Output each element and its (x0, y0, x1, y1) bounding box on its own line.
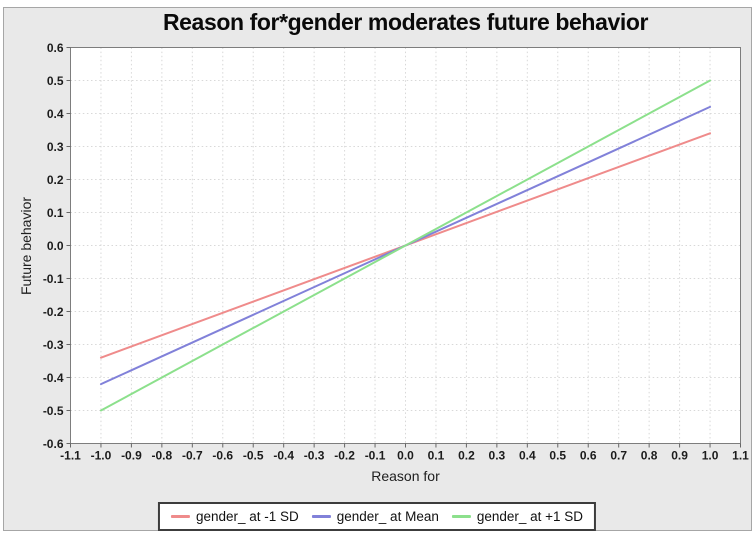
legend-label: gender_ at -1 SD (195, 509, 299, 524)
legend-item: gender_ at Mean (311, 509, 439, 524)
y-tick-label: 0.3 (47, 140, 64, 154)
y-tick-label: 0.1 (47, 206, 64, 220)
y-tick-label: -0.3 (43, 338, 64, 352)
x-tick-label: 0.9 (671, 449, 688, 463)
legend-item: gender_ at +1 SD (451, 509, 584, 524)
legend: gender_ at -1 SD gender_ at Mean gender_ a… (157, 502, 597, 531)
legend-line-swatch (311, 515, 331, 518)
y-axis-title: Future behavior (18, 196, 34, 296)
chart-title: Reason for*gender moderates future behav… (162, 9, 649, 35)
x-tick-label: -0.8 (152, 449, 173, 463)
y-tick-label: -0.2 (43, 305, 64, 319)
x-tick-label: -0.5 (243, 449, 264, 463)
x-tick-label: 1.0 (702, 449, 719, 463)
x-tick-label: -0.1 (365, 449, 386, 463)
x-tick-label: 0.8 (641, 449, 658, 463)
y-tick-label: -0.4 (43, 371, 64, 385)
y-tick-label: 0.2 (47, 173, 64, 187)
x-tick-label: -1.1 (60, 449, 81, 463)
x-tick-label: -0.3 (304, 449, 325, 463)
y-tick-label: 0.4 (47, 107, 64, 121)
y-tick-label: 0.5 (47, 74, 64, 88)
x-tick-label: 0.3 (489, 449, 506, 463)
x-tick-label: 0.1 (428, 449, 445, 463)
x-tick-label: -0.9 (121, 449, 142, 463)
x-tick-label: -0.2 (334, 449, 355, 463)
y-tick-label: -0.6 (43, 437, 64, 451)
legend-line-swatch (170, 515, 190, 518)
legend-label: gender_ at +1 SD (476, 509, 584, 524)
x-tick-label: -0.4 (273, 449, 294, 463)
x-tick-label: 0.7 (610, 449, 627, 463)
legend-item: gender_ at -1 SD (170, 509, 299, 524)
x-tick-label: 0.6 (580, 449, 597, 463)
y-tick-label: -0.1 (43, 272, 64, 286)
x-tick-label: 1.1 (732, 449, 749, 463)
y-tick-label: 0.6 (47, 41, 64, 55)
x-axis-title: Reason for (371, 468, 440, 484)
legend-label: gender_ at Mean (336, 509, 439, 524)
legend-line-swatch (451, 515, 471, 518)
x-tick-label: -0.6 (212, 449, 233, 463)
y-tick-label: 0.0 (47, 239, 64, 253)
x-tick-label: -0.7 (182, 449, 203, 463)
series-line-2 (99, 79, 712, 412)
x-tick-label: 0.2 (458, 449, 475, 463)
y-tick-label: -0.5 (43, 404, 64, 418)
x-tick-label: -1.0 (91, 449, 112, 463)
x-tick-label: 0.5 (549, 449, 566, 463)
x-tick-label: 0.0 (397, 449, 414, 463)
x-tick-label: 0.4 (519, 449, 536, 463)
